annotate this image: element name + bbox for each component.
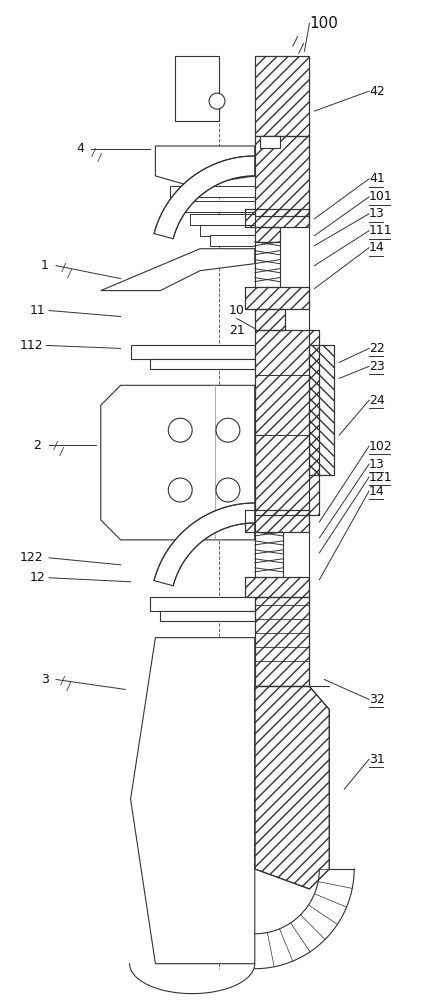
Bar — [255, 330, 319, 515]
Text: 13: 13 — [369, 207, 385, 220]
Bar — [245, 209, 309, 227]
Bar — [245, 209, 309, 227]
Text: 122: 122 — [19, 551, 43, 564]
Text: /: / — [60, 447, 63, 457]
Text: /: / — [299, 42, 304, 55]
Polygon shape — [154, 503, 255, 586]
Polygon shape — [154, 156, 255, 239]
Text: 21: 21 — [229, 324, 245, 337]
Bar — [255, 309, 285, 330]
Bar — [160, 611, 255, 621]
Circle shape — [216, 478, 240, 502]
Polygon shape — [101, 249, 255, 291]
Text: 10: 10 — [229, 304, 245, 317]
Bar — [245, 510, 309, 532]
Text: 13: 13 — [369, 458, 385, 471]
Bar — [255, 136, 309, 216]
Bar — [255, 532, 283, 577]
Text: 24: 24 — [369, 394, 385, 407]
Text: 12: 12 — [29, 571, 45, 584]
Bar — [255, 597, 309, 686]
Bar — [255, 227, 279, 242]
Text: 32: 32 — [369, 693, 385, 706]
Text: /: / — [293, 35, 298, 48]
Bar — [255, 330, 319, 515]
Text: /: / — [67, 269, 71, 279]
Bar — [255, 597, 309, 686]
Text: /: / — [66, 682, 70, 692]
Bar — [245, 510, 309, 532]
Text: 23: 23 — [369, 360, 385, 373]
Text: 111: 111 — [369, 224, 393, 237]
Bar — [210, 235, 255, 246]
Text: 2: 2 — [33, 439, 41, 452]
Text: 11: 11 — [29, 304, 45, 317]
Bar — [255, 242, 279, 287]
Bar — [180, 201, 255, 212]
Text: 112: 112 — [19, 339, 43, 352]
Circle shape — [216, 418, 240, 442]
Bar — [260, 136, 279, 148]
Polygon shape — [131, 638, 255, 964]
Text: 1: 1 — [41, 259, 49, 272]
Text: 14: 14 — [369, 485, 385, 498]
Polygon shape — [155, 146, 255, 186]
Text: 42: 42 — [369, 85, 385, 98]
Bar — [131, 345, 255, 359]
Bar — [255, 56, 309, 136]
Bar — [175, 56, 219, 121]
Bar — [245, 577, 309, 597]
Text: 31: 31 — [369, 753, 385, 766]
Bar — [245, 287, 309, 309]
Bar — [245, 577, 309, 597]
Text: /: / — [61, 263, 65, 273]
Circle shape — [168, 418, 192, 442]
Text: /: / — [53, 441, 57, 451]
Bar — [190, 214, 255, 225]
Bar — [170, 186, 255, 197]
Bar — [150, 359, 255, 369]
Bar — [200, 225, 255, 236]
Text: /: / — [92, 148, 95, 158]
Text: /: / — [98, 153, 101, 163]
Bar — [255, 56, 309, 136]
Text: 41: 41 — [369, 172, 385, 185]
Text: 102: 102 — [369, 440, 393, 453]
Text: 100: 100 — [309, 16, 338, 31]
Polygon shape — [101, 385, 255, 540]
Bar — [255, 227, 279, 242]
Text: 121: 121 — [369, 471, 393, 484]
Text: 22: 22 — [369, 342, 385, 355]
Bar — [255, 309, 285, 330]
Circle shape — [209, 93, 225, 109]
Text: 101: 101 — [369, 190, 393, 203]
Text: /: / — [60, 676, 64, 686]
Text: 4: 4 — [76, 142, 84, 155]
Text: 3: 3 — [41, 673, 49, 686]
Bar — [309, 345, 334, 475]
Bar — [150, 597, 255, 611]
Bar — [309, 345, 334, 475]
Bar — [245, 287, 309, 309]
Bar — [255, 136, 309, 216]
Text: 14: 14 — [369, 241, 385, 254]
Circle shape — [168, 478, 192, 502]
